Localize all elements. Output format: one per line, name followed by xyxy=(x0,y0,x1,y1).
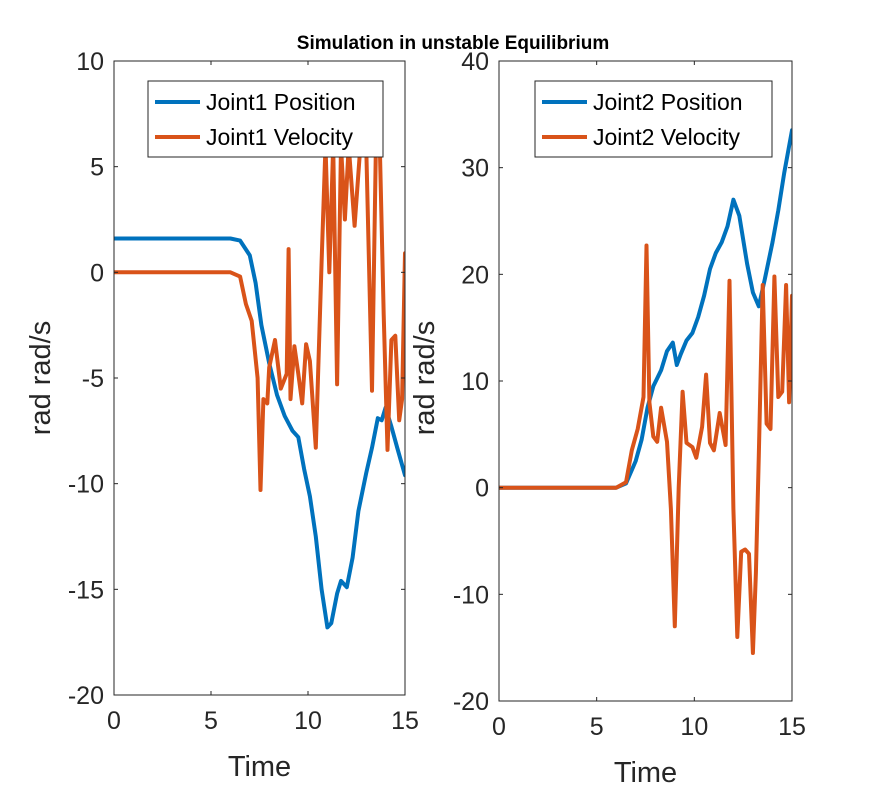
legend-label: Joint2 Velocity xyxy=(593,124,741,150)
x-tick-label: 5 xyxy=(590,713,604,741)
legend-label: Joint2 Position xyxy=(593,89,743,115)
x-tick-label: 15 xyxy=(778,713,806,741)
x-axis-label: Time xyxy=(228,751,291,783)
y-tick-label: -20 xyxy=(453,688,489,716)
x-axis-label: Time xyxy=(614,757,677,788)
y-tick-label: -5 xyxy=(82,365,104,393)
x-tick-label: 0 xyxy=(492,713,506,741)
legend: Joint1 Position Joint1 Velocity xyxy=(147,80,384,158)
y-tick-label: 10 xyxy=(461,368,489,396)
series-line-joint1-velocity xyxy=(114,143,405,492)
y-tick-label: -20 xyxy=(68,682,104,710)
y-tick-label: 5 xyxy=(90,154,104,182)
legend-box xyxy=(147,80,384,158)
legend-box xyxy=(534,80,773,158)
y-tick-label: -10 xyxy=(453,581,489,609)
y-axis-label: rad rad/s xyxy=(409,321,441,435)
x-tick-label: 10 xyxy=(680,713,708,741)
legend-label: Joint1 Position xyxy=(206,89,356,115)
y-tick-label: 10 xyxy=(76,48,104,76)
y-axis-label: rad rad/s xyxy=(25,321,57,435)
figure-title: Simulation in unstable Equilibrium xyxy=(297,33,609,54)
chart-2: 0 5 10 15 -20 -10 0 10 20 30 40 Time rad rad/s Joint2… xyxy=(409,48,806,788)
x-tick-label: 10 xyxy=(294,707,322,735)
series-line-joint2-position xyxy=(499,128,792,490)
legend-label: Joint1 Velocity xyxy=(206,124,354,150)
y-tick-label: -10 xyxy=(68,471,104,499)
y-tick-label: 40 xyxy=(461,48,489,76)
y-tick-label: 0 xyxy=(475,475,489,503)
y-tick-label: -15 xyxy=(68,576,104,604)
y-tick-label: 30 xyxy=(461,155,489,183)
series-line-joint1-position xyxy=(114,236,405,630)
y-tick-label: 20 xyxy=(461,261,489,289)
y-tick-label: 0 xyxy=(90,259,104,287)
series-line-joint2-velocity xyxy=(499,243,792,655)
legend: Joint2 Position Joint2 Velocity xyxy=(534,80,773,158)
x-tick-label: 15 xyxy=(391,707,419,735)
x-tick-label: 0 xyxy=(107,707,121,735)
x-tick-label: 5 xyxy=(204,707,218,735)
